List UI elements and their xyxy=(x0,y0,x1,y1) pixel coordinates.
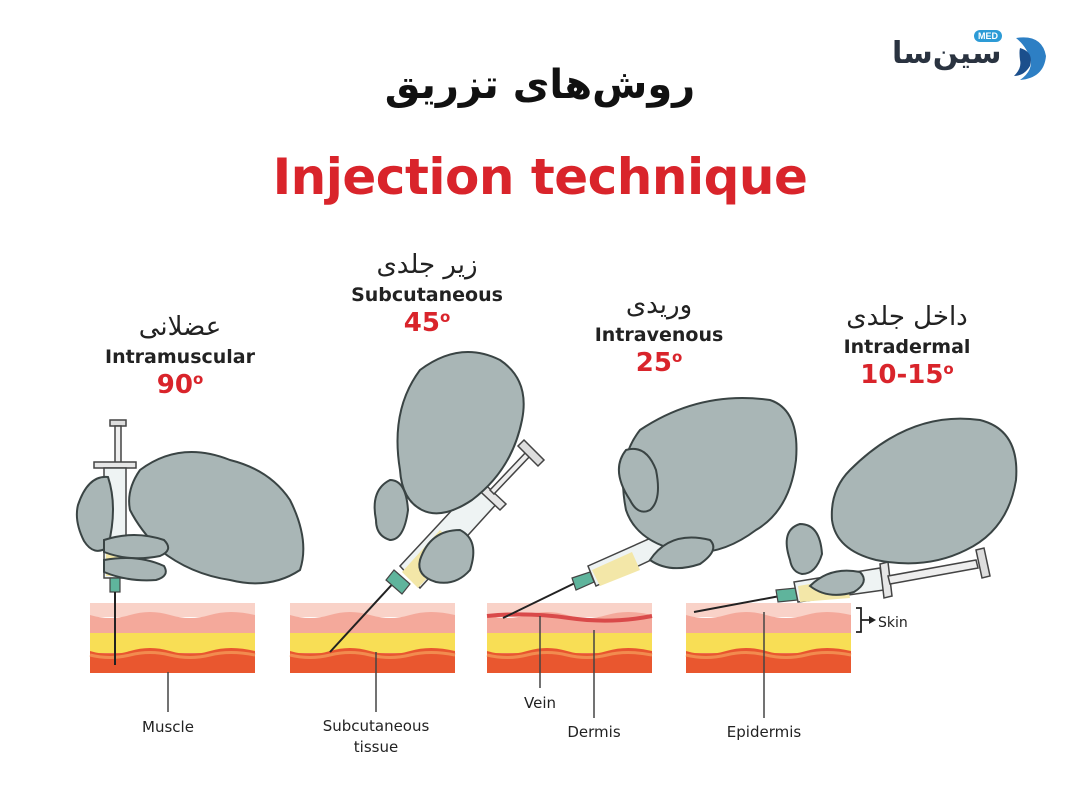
technique-name-fa: عضلانی xyxy=(138,312,222,342)
brand-badge: MED xyxy=(974,30,1002,42)
technique-intravenous: وریدی Intravenous 25o xyxy=(544,290,774,378)
technique-intradermal: داخل جلدی Intradermal 10-15o xyxy=(792,302,1022,390)
technique-name-en: Subcutaneous xyxy=(351,284,503,306)
annotation-muscle: Muscle xyxy=(142,718,194,736)
technique-name-en: Intramuscular xyxy=(105,346,255,368)
annotation-epidermis: Epidermis xyxy=(726,723,802,741)
page-title-english: Injection technique xyxy=(272,148,808,206)
skin-cross-section xyxy=(684,601,853,675)
technique-subcutaneous: زیر جلدی Subcutaneous 45o xyxy=(312,250,542,338)
gloved-hand-intravenous xyxy=(618,397,798,570)
technique-intramuscular: عضلانی Intramuscular 90o xyxy=(65,312,295,400)
annotation-subcutaneous-tissue: Subcutaneous tissue xyxy=(322,717,430,756)
technique-angle: 90o xyxy=(156,370,204,400)
brand-mark-icon xyxy=(1014,37,1046,80)
syringe-intravenous xyxy=(502,533,669,619)
gloved-hand-intramuscular xyxy=(75,451,305,585)
page-title-persian: روش‌های تزریق xyxy=(384,62,696,108)
annotation-skin: Skin xyxy=(878,615,908,631)
technique-angle: 25o xyxy=(635,348,683,378)
gloved-hand-intradermal xyxy=(785,417,1018,596)
technique-name-fa: وریدی xyxy=(625,290,693,320)
technique-name-fa: زیر جلدی xyxy=(376,250,478,280)
gloved-hand-subcutaneous xyxy=(373,351,525,584)
technique-angle: 45o xyxy=(403,308,451,338)
technique-angle: 10-15o xyxy=(860,360,954,390)
technique-name-en: Intravenous xyxy=(594,324,724,346)
annotation-dermis: Dermis xyxy=(567,723,621,741)
technique-name-en: Intradermal xyxy=(843,336,971,358)
skin-cross-section xyxy=(288,601,457,675)
brand-logo: سین‌سا MED xyxy=(888,28,1058,84)
annotation-vein: Vein xyxy=(524,694,556,712)
technique-name-fa: داخل جلدی xyxy=(846,302,968,332)
